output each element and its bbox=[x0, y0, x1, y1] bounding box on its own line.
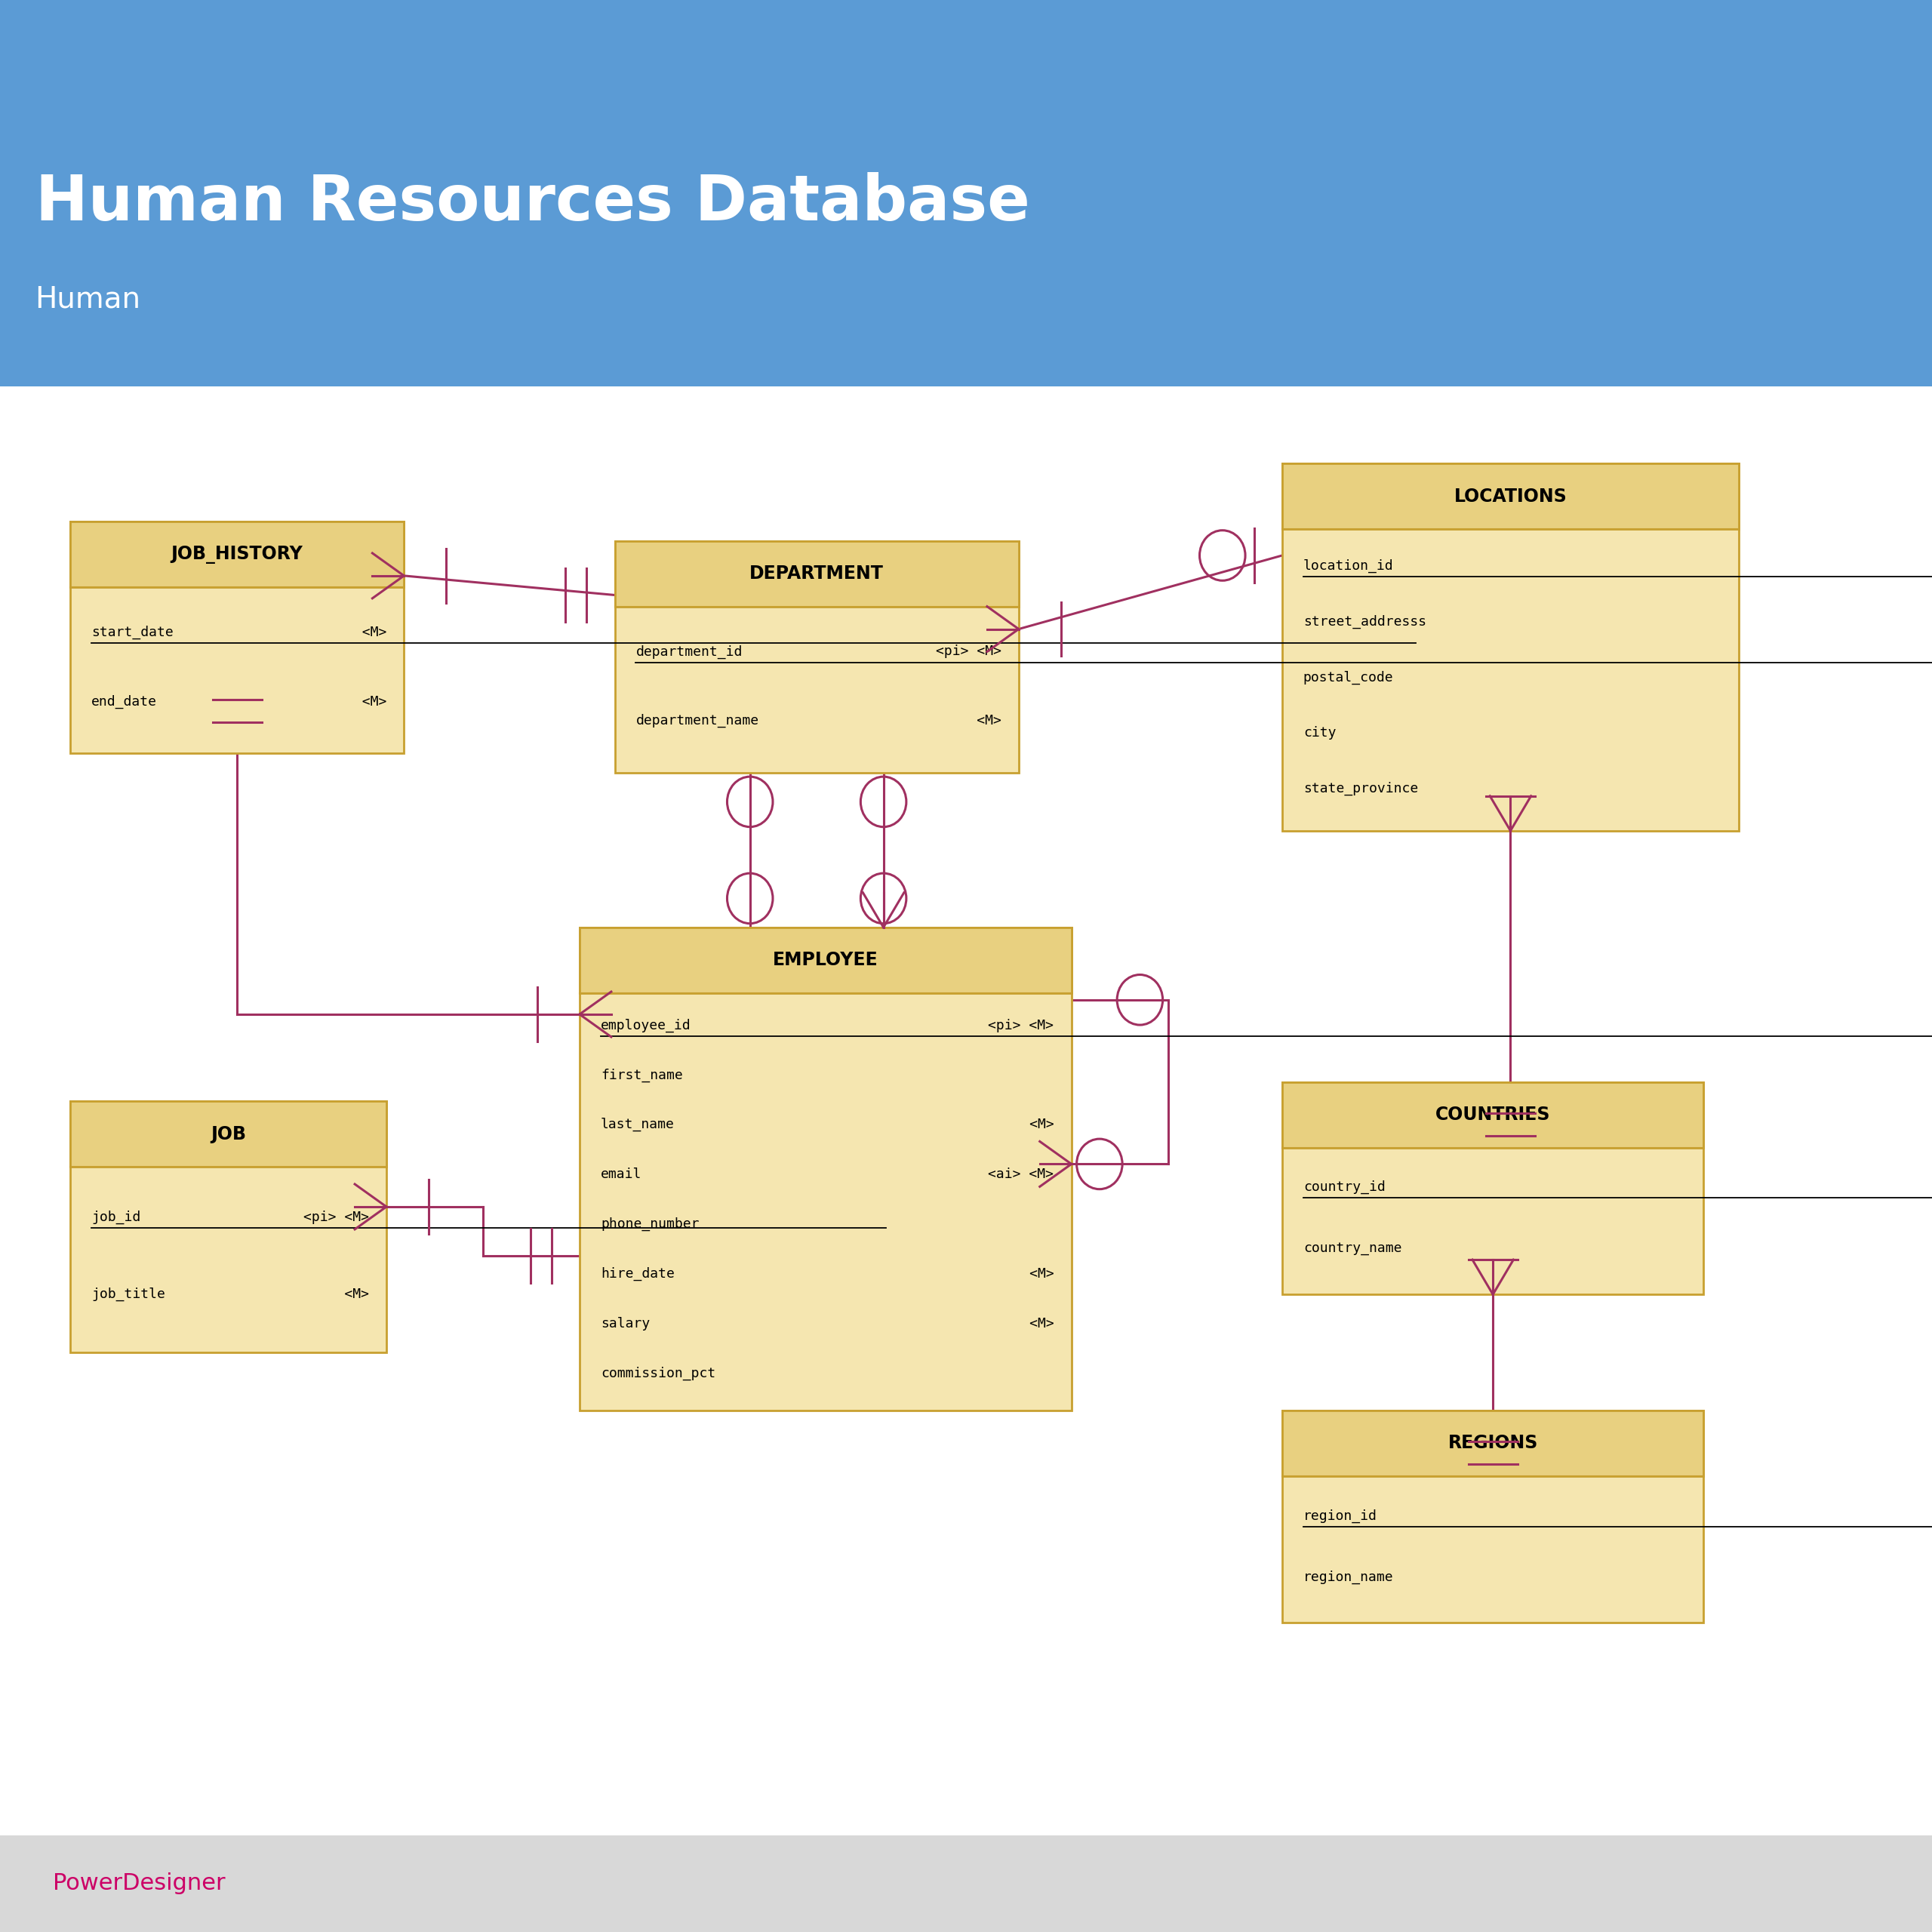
Text: COUNTRIES: COUNTRIES bbox=[1435, 1105, 1551, 1124]
FancyBboxPatch shape bbox=[0, 1835, 1932, 1932]
Text: phone_number: phone_number bbox=[601, 1217, 699, 1231]
Text: EMPLOYEE: EMPLOYEE bbox=[773, 951, 879, 970]
FancyBboxPatch shape bbox=[0, 0, 1932, 386]
Text: <pi> <M>: <pi> <M> bbox=[303, 1209, 369, 1225]
Text: <pi> <M>: <pi> <M> bbox=[987, 1018, 1053, 1032]
Text: <pi> <M>: <pi> <M> bbox=[935, 645, 1001, 659]
Text: REGIONS: REGIONS bbox=[1447, 1434, 1538, 1453]
Bar bbox=[580, 927, 1072, 1410]
Bar bbox=[1283, 1082, 1704, 1294]
Text: commission_pct: commission_pct bbox=[601, 1366, 715, 1379]
Text: <M>: <M> bbox=[346, 696, 386, 709]
Text: <M>: <M> bbox=[972, 1267, 1053, 1281]
Text: region_id: region_id bbox=[1304, 1509, 1378, 1522]
Bar bbox=[1283, 1410, 1704, 1623]
Bar bbox=[614, 541, 1018, 607]
Text: <ai> <M>: <ai> <M> bbox=[987, 1167, 1053, 1180]
Bar bbox=[1283, 464, 1739, 529]
Text: PowerDesigner: PowerDesigner bbox=[52, 1872, 226, 1895]
Text: first_name: first_name bbox=[601, 1068, 682, 1082]
Text: job_id: job_id bbox=[91, 1209, 141, 1225]
Text: DEPARTMENT: DEPARTMENT bbox=[750, 564, 883, 583]
Bar bbox=[70, 1101, 386, 1167]
Text: region_name: region_name bbox=[1304, 1571, 1393, 1584]
Bar bbox=[1283, 1410, 1704, 1476]
Bar bbox=[70, 522, 404, 587]
Text: <M>: <M> bbox=[972, 1119, 1053, 1132]
Text: street_addresss: street_addresss bbox=[1304, 614, 1426, 628]
Bar bbox=[580, 927, 1072, 993]
Text: country_name: country_name bbox=[1304, 1242, 1403, 1256]
Text: department_name: department_name bbox=[636, 715, 759, 728]
Text: salary: salary bbox=[601, 1316, 649, 1331]
Bar bbox=[1283, 1082, 1704, 1148]
Text: JOB_HISTORY: JOB_HISTORY bbox=[172, 545, 303, 564]
Text: end_date: end_date bbox=[91, 696, 156, 709]
Bar bbox=[1283, 464, 1739, 831]
Text: <M>: <M> bbox=[303, 1287, 369, 1302]
Text: country_id: country_id bbox=[1304, 1180, 1385, 1194]
Text: Human Resources Database: Human Resources Database bbox=[35, 172, 1030, 234]
Text: postal_code: postal_code bbox=[1304, 670, 1393, 684]
Text: LOCATIONS: LOCATIONS bbox=[1455, 487, 1567, 506]
Text: start_date: start_date bbox=[91, 626, 174, 639]
Text: <M>: <M> bbox=[927, 715, 1001, 728]
Text: department_id: department_id bbox=[636, 645, 742, 659]
Text: job_title: job_title bbox=[91, 1287, 166, 1302]
Text: employee_id: employee_id bbox=[601, 1018, 692, 1032]
Text: city: city bbox=[1304, 726, 1337, 740]
Bar bbox=[614, 541, 1018, 773]
Bar bbox=[70, 1101, 386, 1352]
Text: <M>: <M> bbox=[972, 1316, 1053, 1331]
Text: email: email bbox=[601, 1167, 641, 1180]
Text: <M>: <M> bbox=[346, 626, 386, 639]
Text: hire_date: hire_date bbox=[601, 1267, 674, 1281]
Bar bbox=[70, 522, 404, 753]
Text: JOB: JOB bbox=[211, 1124, 245, 1144]
Text: Human: Human bbox=[35, 286, 141, 313]
Text: last_name: last_name bbox=[601, 1119, 674, 1132]
Text: state_province: state_province bbox=[1304, 782, 1418, 796]
Text: location_id: location_id bbox=[1304, 558, 1393, 572]
